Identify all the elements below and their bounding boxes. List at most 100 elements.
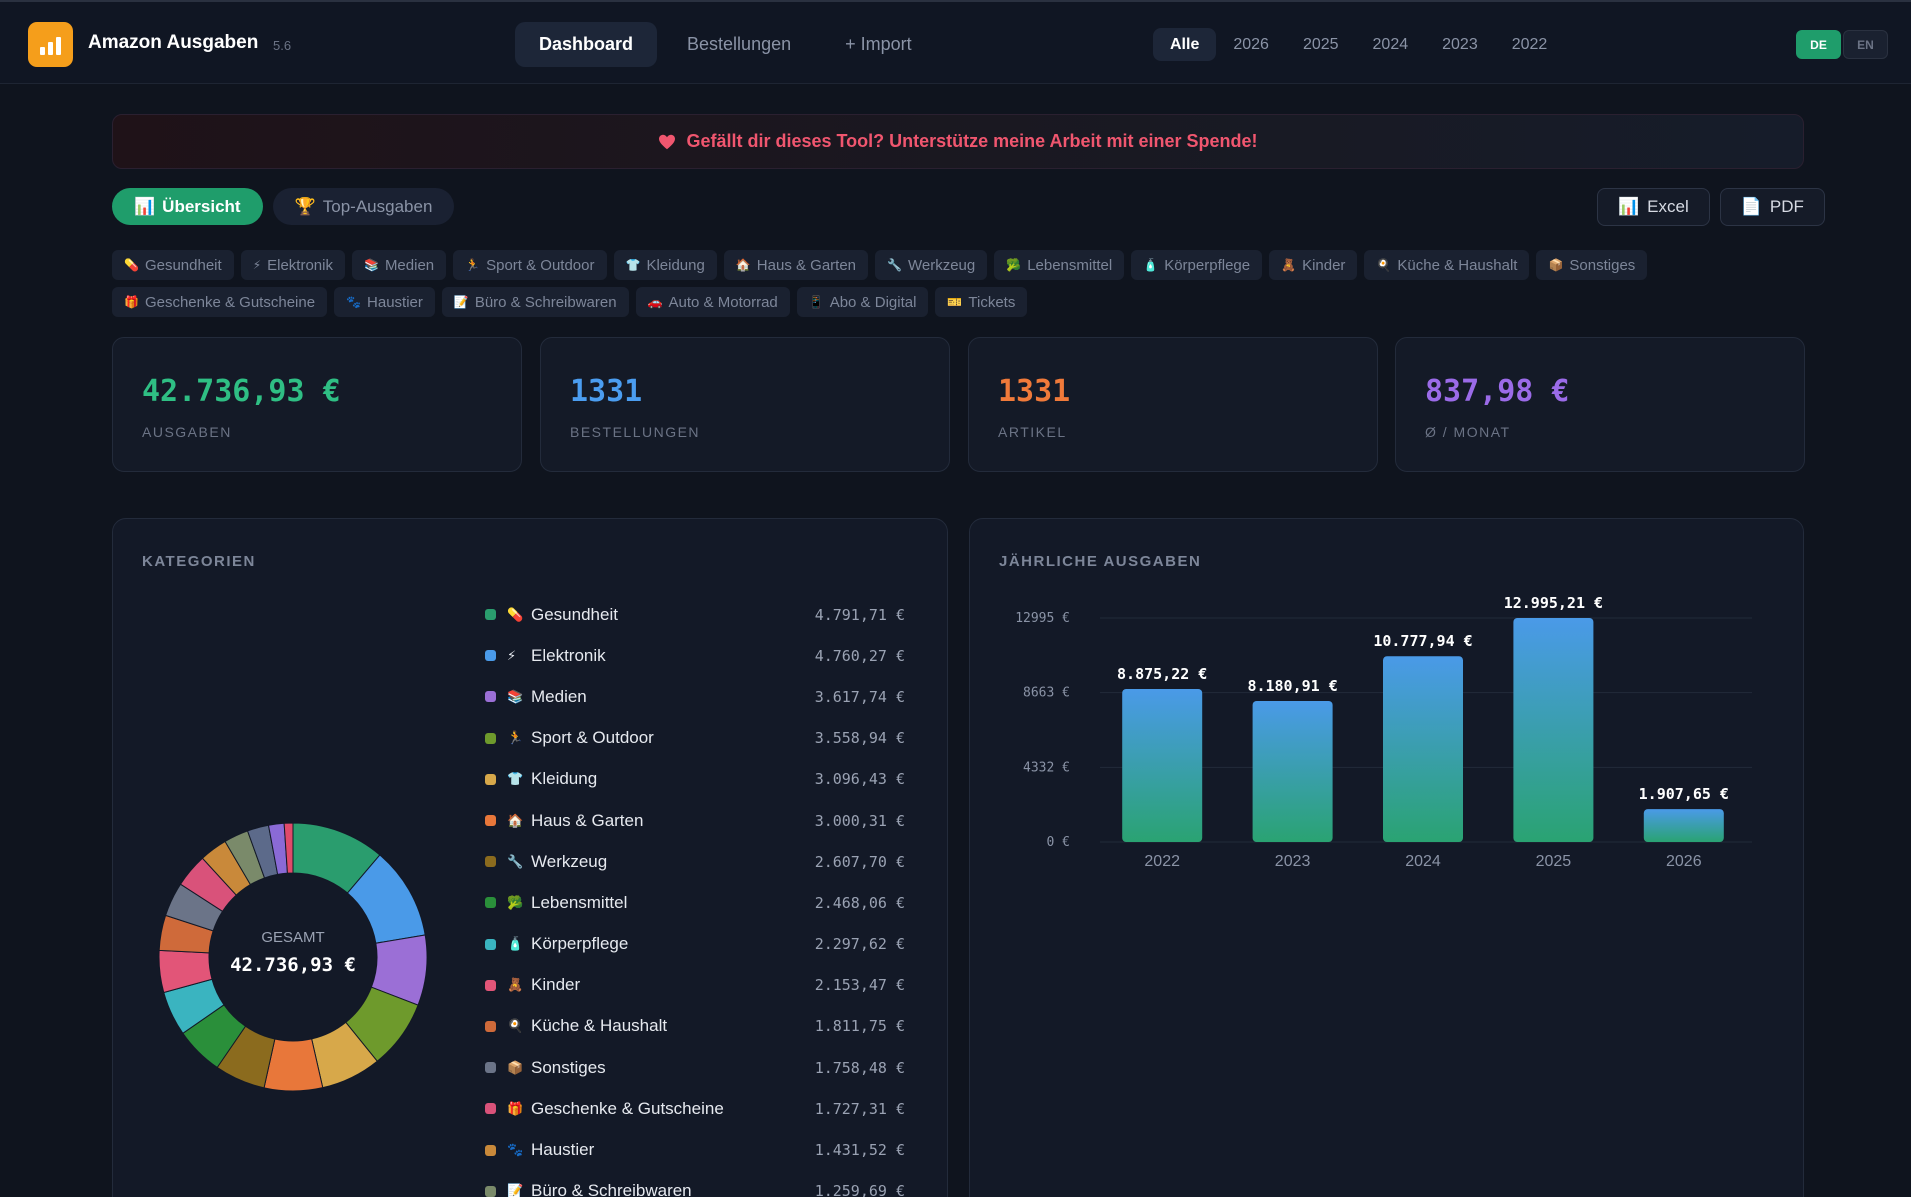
donate-banner[interactable]: Gefällt dir dieses Tool? Unterstütze mei… <box>112 114 1804 169</box>
category-chip-label: Büro & Schreibwaren <box>474 293 617 311</box>
category-chip[interactable]: 🐾 Haustier <box>334 287 435 317</box>
y-tick-label: 4332 € <box>1023 760 1070 775</box>
pdf-export-button[interactable]: 📄 PDF <box>1719 188 1825 226</box>
legend-color-swatch <box>485 979 496 991</box>
x-tick-label: 2026 <box>1666 853 1702 870</box>
legend-category-name: Büro & Schreibwaren <box>531 1181 692 1197</box>
bar[interactable] <box>1643 809 1724 842</box>
category-chip-icon: 🚗 <box>647 295 663 309</box>
category-chip[interactable]: 🚗 Auto & Motorrad <box>635 287 790 317</box>
legend-color-swatch <box>485 732 496 744</box>
view-tabs: 📊 Übersicht 🏆 Top-Ausgaben <box>112 188 455 225</box>
legend-row: 🔧 Werkzeug 2.607,70 € <box>485 841 905 882</box>
legend-row: 🍳 Küche & Haushalt 1.811,75 € <box>485 1006 905 1047</box>
category-chip[interactable]: 👕 Kleidung <box>613 250 717 280</box>
stat-spending-value: 42.736,93 € <box>142 374 341 409</box>
lang-en-button[interactable]: EN <box>1843 30 1888 59</box>
legend-category-name: Kinder <box>531 975 581 995</box>
lang-de-button[interactable]: DE <box>1796 30 1841 59</box>
legend-category-icon: 📚 <box>507 688 524 704</box>
category-chip-icon: 📦 <box>1548 258 1564 272</box>
legend-color-swatch <box>485 1144 496 1156</box>
category-chip[interactable]: 🧸 Kinder <box>1269 250 1358 280</box>
bar[interactable] <box>1383 656 1463 842</box>
legend-color-swatch <box>485 1020 496 1032</box>
legend-category-name: Elektronik <box>531 645 606 665</box>
tab-top-spending[interactable]: 🏆 Top-Ausgaben <box>272 188 455 225</box>
legend-category-value: 2.468,06 € <box>814 893 905 912</box>
legend-color-swatch <box>485 815 496 827</box>
donut-center-label: GESAMT <box>261 929 325 946</box>
category-chip[interactable]: 🎁 Geschenke & Gutscheine <box>112 287 328 317</box>
legend-category-value: 4.760,27 € <box>814 646 905 665</box>
excel-label: Excel <box>1647 197 1689 216</box>
legend-row: 🏃 Sport & Outdoor 3.558,94 € <box>485 718 905 759</box>
category-chip[interactable]: 🔧 Werkzeug <box>875 250 988 280</box>
legend-row: 🧴 Körperpflege 2.297,62 € <box>485 924 905 965</box>
bar[interactable] <box>1252 700 1333 842</box>
category-chip[interactable]: 🧴 Körperpflege <box>1131 250 1263 280</box>
category-chip-label: Tickets <box>968 293 1016 311</box>
year-2024[interactable]: 2024 <box>1372 35 1409 53</box>
category-chip[interactable]: 💊 Gesundheit <box>112 250 234 280</box>
legend-category-name: Sonstiges <box>531 1057 606 1077</box>
category-chip[interactable]: 📦 Sonstiges <box>1536 250 1648 280</box>
year-filter: Alle 2026 2025 2024 2023 2022 <box>1153 28 1564 61</box>
legend-category-icon: 🔧 <box>507 853 524 869</box>
spreadsheet-icon: 📊 <box>1618 197 1640 216</box>
category-chip-label: Auto & Motorrad <box>668 293 778 311</box>
legend-category-value: 1.431,52 € <box>814 1141 905 1160</box>
app-version: 5.6 <box>273 38 292 53</box>
year-2026[interactable]: 2026 <box>1233 35 1269 53</box>
legend-color-swatch <box>485 938 496 950</box>
legend-category-value: 3.617,74 € <box>814 687 905 706</box>
donut-center-value: 42.736,93 € <box>230 954 356 976</box>
category-chip-label: Kleidung <box>646 256 705 274</box>
nav-tab-dashboard[interactable]: Dashboard <box>515 22 658 67</box>
year-2025[interactable]: 2025 <box>1302 35 1339 53</box>
category-chip[interactable]: 📝 Büro & Schreibwaren <box>441 287 629 317</box>
bar[interactable] <box>1513 617 1594 842</box>
donate-text: Gefällt dir dieses Tool? Unterstütze mei… <box>686 131 1258 151</box>
category-chip[interactable]: ⚡ Elektronik <box>240 250 345 280</box>
category-chip[interactable]: 📚 Medien <box>351 250 447 280</box>
category-chip[interactable]: 🎫 Tickets <box>935 287 1028 317</box>
category-chip-icon: 👕 <box>625 258 641 272</box>
category-chip[interactable]: 📱 Abo & Digital <box>796 287 929 317</box>
category-chip[interactable]: 🏃 Sport & Outdoor <box>453 250 607 280</box>
legend-category-icon: 🍳 <box>507 1018 524 1034</box>
category-chip-label: Gesundheit <box>144 256 222 274</box>
legend-category-icon: 🥦 <box>507 894 524 910</box>
legend-row: ⚡ Elektronik 4.760,27 € <box>485 635 905 676</box>
bar[interactable] <box>1122 689 1203 842</box>
excel-export-button[interactable]: 📊 Excel <box>1597 188 1710 226</box>
nav-tab-orders[interactable]: Bestellungen <box>687 34 792 54</box>
tab-top-spending-label: Top-Ausgaben <box>322 196 433 216</box>
category-chip-icon: 🐾 <box>346 295 362 309</box>
category-chip[interactable]: 🥦 Lebensmittel <box>994 250 1125 280</box>
bar-value-label: 1.907,65 € <box>1639 785 1729 803</box>
bar-value-label: 8.180,91 € <box>1247 677 1337 695</box>
year-2023[interactable]: 2023 <box>1442 35 1478 53</box>
trophy-icon: 🏆 <box>294 196 316 216</box>
bar-value-label: 10.777,94 € <box>1373 632 1472 650</box>
legend-category-icon: 🏃 <box>507 730 524 746</box>
legend-row: 📦 Sonstiges 1.758,48 € <box>485 1047 905 1088</box>
tab-overview[interactable]: 📊 Übersicht <box>112 188 263 225</box>
year-all[interactable]: Alle <box>1153 28 1217 61</box>
legend-color-swatch <box>485 856 496 868</box>
nav-tab-import[interactable]: + Import <box>845 34 912 54</box>
app-title: Amazon Ausgaben <box>88 32 259 53</box>
category-donut-chart <box>158 822 428 1092</box>
stat-monthly-label: Ø / MONAT <box>1425 424 1511 440</box>
year-2022[interactable]: 2022 <box>1511 35 1548 53</box>
yearly-spending-panel: JÄHRLICHE AUSGABEN <box>969 518 1804 1197</box>
legend-category-name: Werkzeug <box>531 851 608 871</box>
category-chip[interactable]: 🏠 Haus & Garten <box>723 250 869 280</box>
category-chip-label: Haustier <box>367 293 423 311</box>
category-chip[interactable]: 🍳 Küche & Haushalt <box>1364 250 1530 280</box>
legend-row: 📝 Büro & Schreibwaren 1.259,69 € <box>485 1171 905 1197</box>
legend-category-icon: 🎁 <box>507 1100 524 1116</box>
category-chip-label: Haus & Garten <box>756 256 857 274</box>
legend-category-value: 2.153,47 € <box>814 976 905 995</box>
